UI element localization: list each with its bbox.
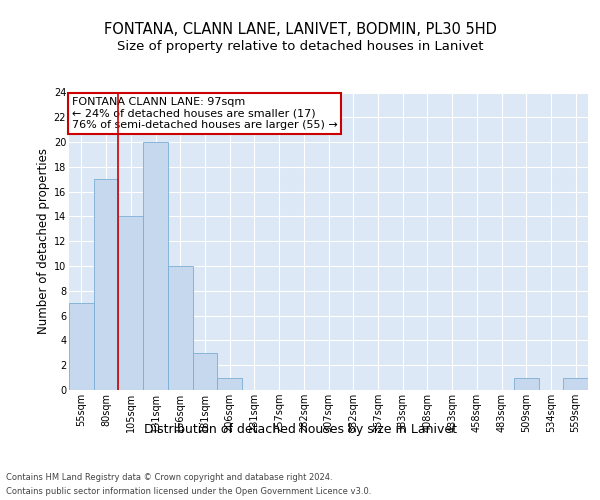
Bar	[563, 378, 588, 390]
Bar	[69, 303, 94, 390]
Bar	[118, 216, 143, 390]
Bar	[514, 378, 539, 390]
Bar	[168, 266, 193, 390]
Text: Size of property relative to detached houses in Lanivet: Size of property relative to detached ho…	[117, 40, 483, 53]
Text: Contains public sector information licensed under the Open Government Licence v3: Contains public sector information licen…	[6, 488, 371, 496]
Y-axis label: Number of detached properties: Number of detached properties	[37, 148, 50, 334]
Bar	[193, 353, 217, 390]
Bar	[143, 142, 168, 390]
Text: Distribution of detached houses by size in Lanivet: Distribution of detached houses by size …	[143, 422, 457, 436]
Text: FONTANA, CLANN LANE, LANIVET, BODMIN, PL30 5HD: FONTANA, CLANN LANE, LANIVET, BODMIN, PL…	[104, 22, 496, 38]
Bar	[217, 378, 242, 390]
Text: FONTANA CLANN LANE: 97sqm
← 24% of detached houses are smaller (17)
76% of semi-: FONTANA CLANN LANE: 97sqm ← 24% of detac…	[71, 97, 337, 130]
Bar	[94, 180, 118, 390]
Text: Contains HM Land Registry data © Crown copyright and database right 2024.: Contains HM Land Registry data © Crown c…	[6, 472, 332, 482]
